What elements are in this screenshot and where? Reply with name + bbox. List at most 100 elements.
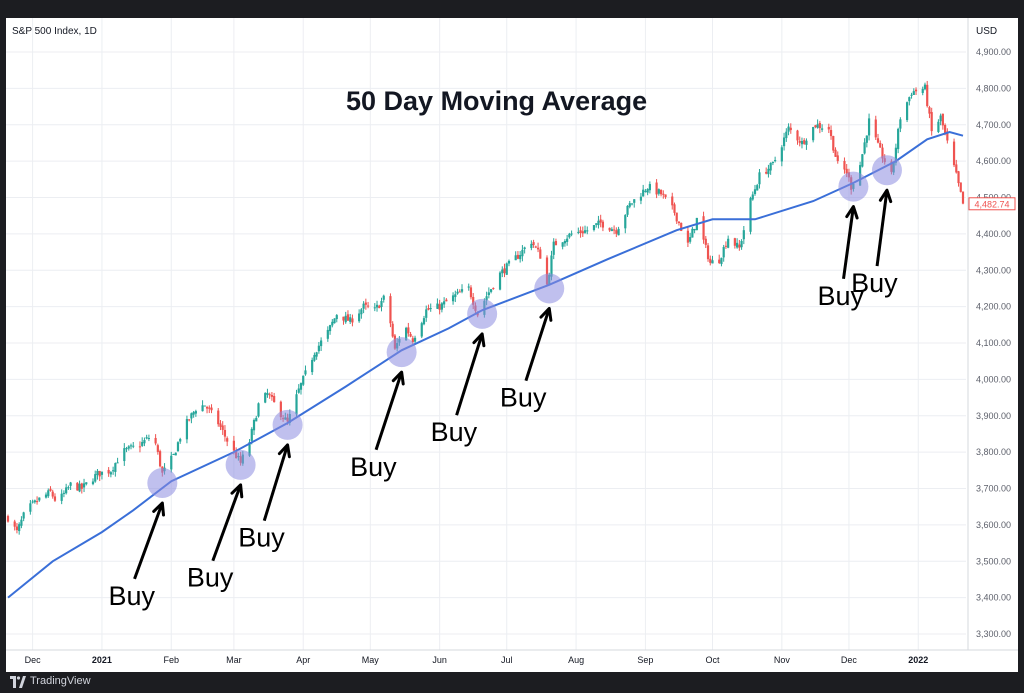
candle-body (742, 230, 745, 240)
candle-body (409, 333, 412, 337)
candle-body (179, 439, 182, 442)
last-price-label: 4,482.74 (974, 199, 1009, 209)
candle-body (767, 168, 770, 175)
buy-arrow-head (391, 370, 405, 386)
candle-body (736, 242, 739, 248)
candle-body (820, 128, 824, 130)
candle-body (333, 318, 336, 324)
candle-body (85, 482, 88, 485)
buy-label: Buy (851, 268, 898, 298)
candle-body (344, 315, 347, 323)
candle-body (550, 255, 553, 277)
candle-body (785, 131, 788, 139)
candle-body (937, 121, 940, 132)
candle-body (94, 474, 97, 482)
candle-body (22, 512, 25, 519)
candle-body (364, 302, 367, 305)
candle-body (331, 321, 334, 326)
moving-average (7, 130, 964, 599)
candle-body (456, 291, 459, 294)
candle-body (561, 242, 564, 247)
candle-body (443, 301, 446, 305)
candle-body (391, 323, 394, 337)
candle-body (599, 219, 602, 223)
candle-body (255, 417, 258, 422)
candle-body (827, 126, 830, 130)
candle-body (689, 237, 692, 242)
footer-bar: TradingView (0, 672, 1024, 693)
candle-body (29, 503, 32, 512)
candle-body (279, 401, 282, 418)
candle-body (49, 488, 52, 491)
candle-body (487, 292, 490, 296)
candle-body (530, 243, 533, 249)
candle-body (507, 260, 511, 264)
x-tick-label: Oct (706, 655, 721, 665)
candle-body (516, 254, 520, 259)
candle-body (53, 496, 57, 501)
candle-body (545, 257, 549, 285)
y-tick-label: 4,800.00 (976, 83, 1011, 93)
buy-arrow-head (539, 306, 553, 322)
x-tick-label: Jul (501, 655, 513, 665)
candle-body (912, 91, 915, 95)
candle-body (270, 395, 274, 397)
candle-body (154, 437, 157, 444)
candle-body (659, 189, 663, 195)
candle-body (601, 221, 605, 228)
candle-body (805, 140, 808, 145)
candle-body (798, 140, 801, 143)
candle-body (706, 245, 710, 260)
buy-label: Buy (187, 563, 234, 593)
candle-body (405, 327, 408, 341)
candle-body (315, 352, 318, 357)
symbol-label[interactable]: S&P 500 Index, 1D (12, 26, 97, 37)
candle-body (141, 441, 144, 446)
candle-body (610, 229, 613, 232)
x-tick-label: Aug (568, 655, 584, 665)
candle-body (865, 135, 868, 143)
candle-body (257, 403, 260, 417)
candle-body (930, 112, 933, 132)
candle-body (923, 84, 927, 90)
buy-label: Buy (350, 452, 397, 482)
candle-body (646, 188, 649, 193)
candle-body (127, 446, 130, 449)
candle-body (554, 241, 558, 246)
candle-body (489, 289, 493, 292)
candle-body (317, 345, 320, 352)
last-price-tag (968, 197, 1016, 211)
candle-body (248, 442, 251, 456)
candle-body (358, 313, 361, 322)
y-tick-label: 4,900.00 (976, 47, 1011, 57)
candle-body (615, 230, 618, 234)
candle-body (65, 487, 68, 494)
candle-body (60, 493, 63, 501)
candle-body (18, 524, 21, 532)
tradingview-logo-icon (10, 676, 26, 688)
candle-body (897, 128, 900, 150)
candle-body (100, 471, 104, 475)
candle-body (780, 147, 783, 162)
candle-body (774, 159, 777, 162)
candle-body (190, 413, 193, 419)
candle-body (226, 438, 229, 442)
candle-body (6, 516, 10, 522)
candle-body (677, 221, 681, 224)
footer-brand[interactable]: TradingView (30, 675, 91, 687)
candle-body (769, 162, 772, 171)
candle-body (514, 255, 517, 261)
candle-body (129, 445, 133, 447)
candle-body (910, 94, 913, 96)
candle-body (718, 259, 721, 264)
candle-body (581, 231, 584, 234)
candle-body (172, 453, 175, 455)
candle-body (223, 429, 227, 437)
candle-body (532, 242, 535, 246)
candle-body (107, 469, 110, 474)
candle-body (568, 233, 571, 238)
buy-arrow (524, 307, 551, 382)
candle-body (469, 287, 473, 298)
candle-body (662, 193, 665, 195)
